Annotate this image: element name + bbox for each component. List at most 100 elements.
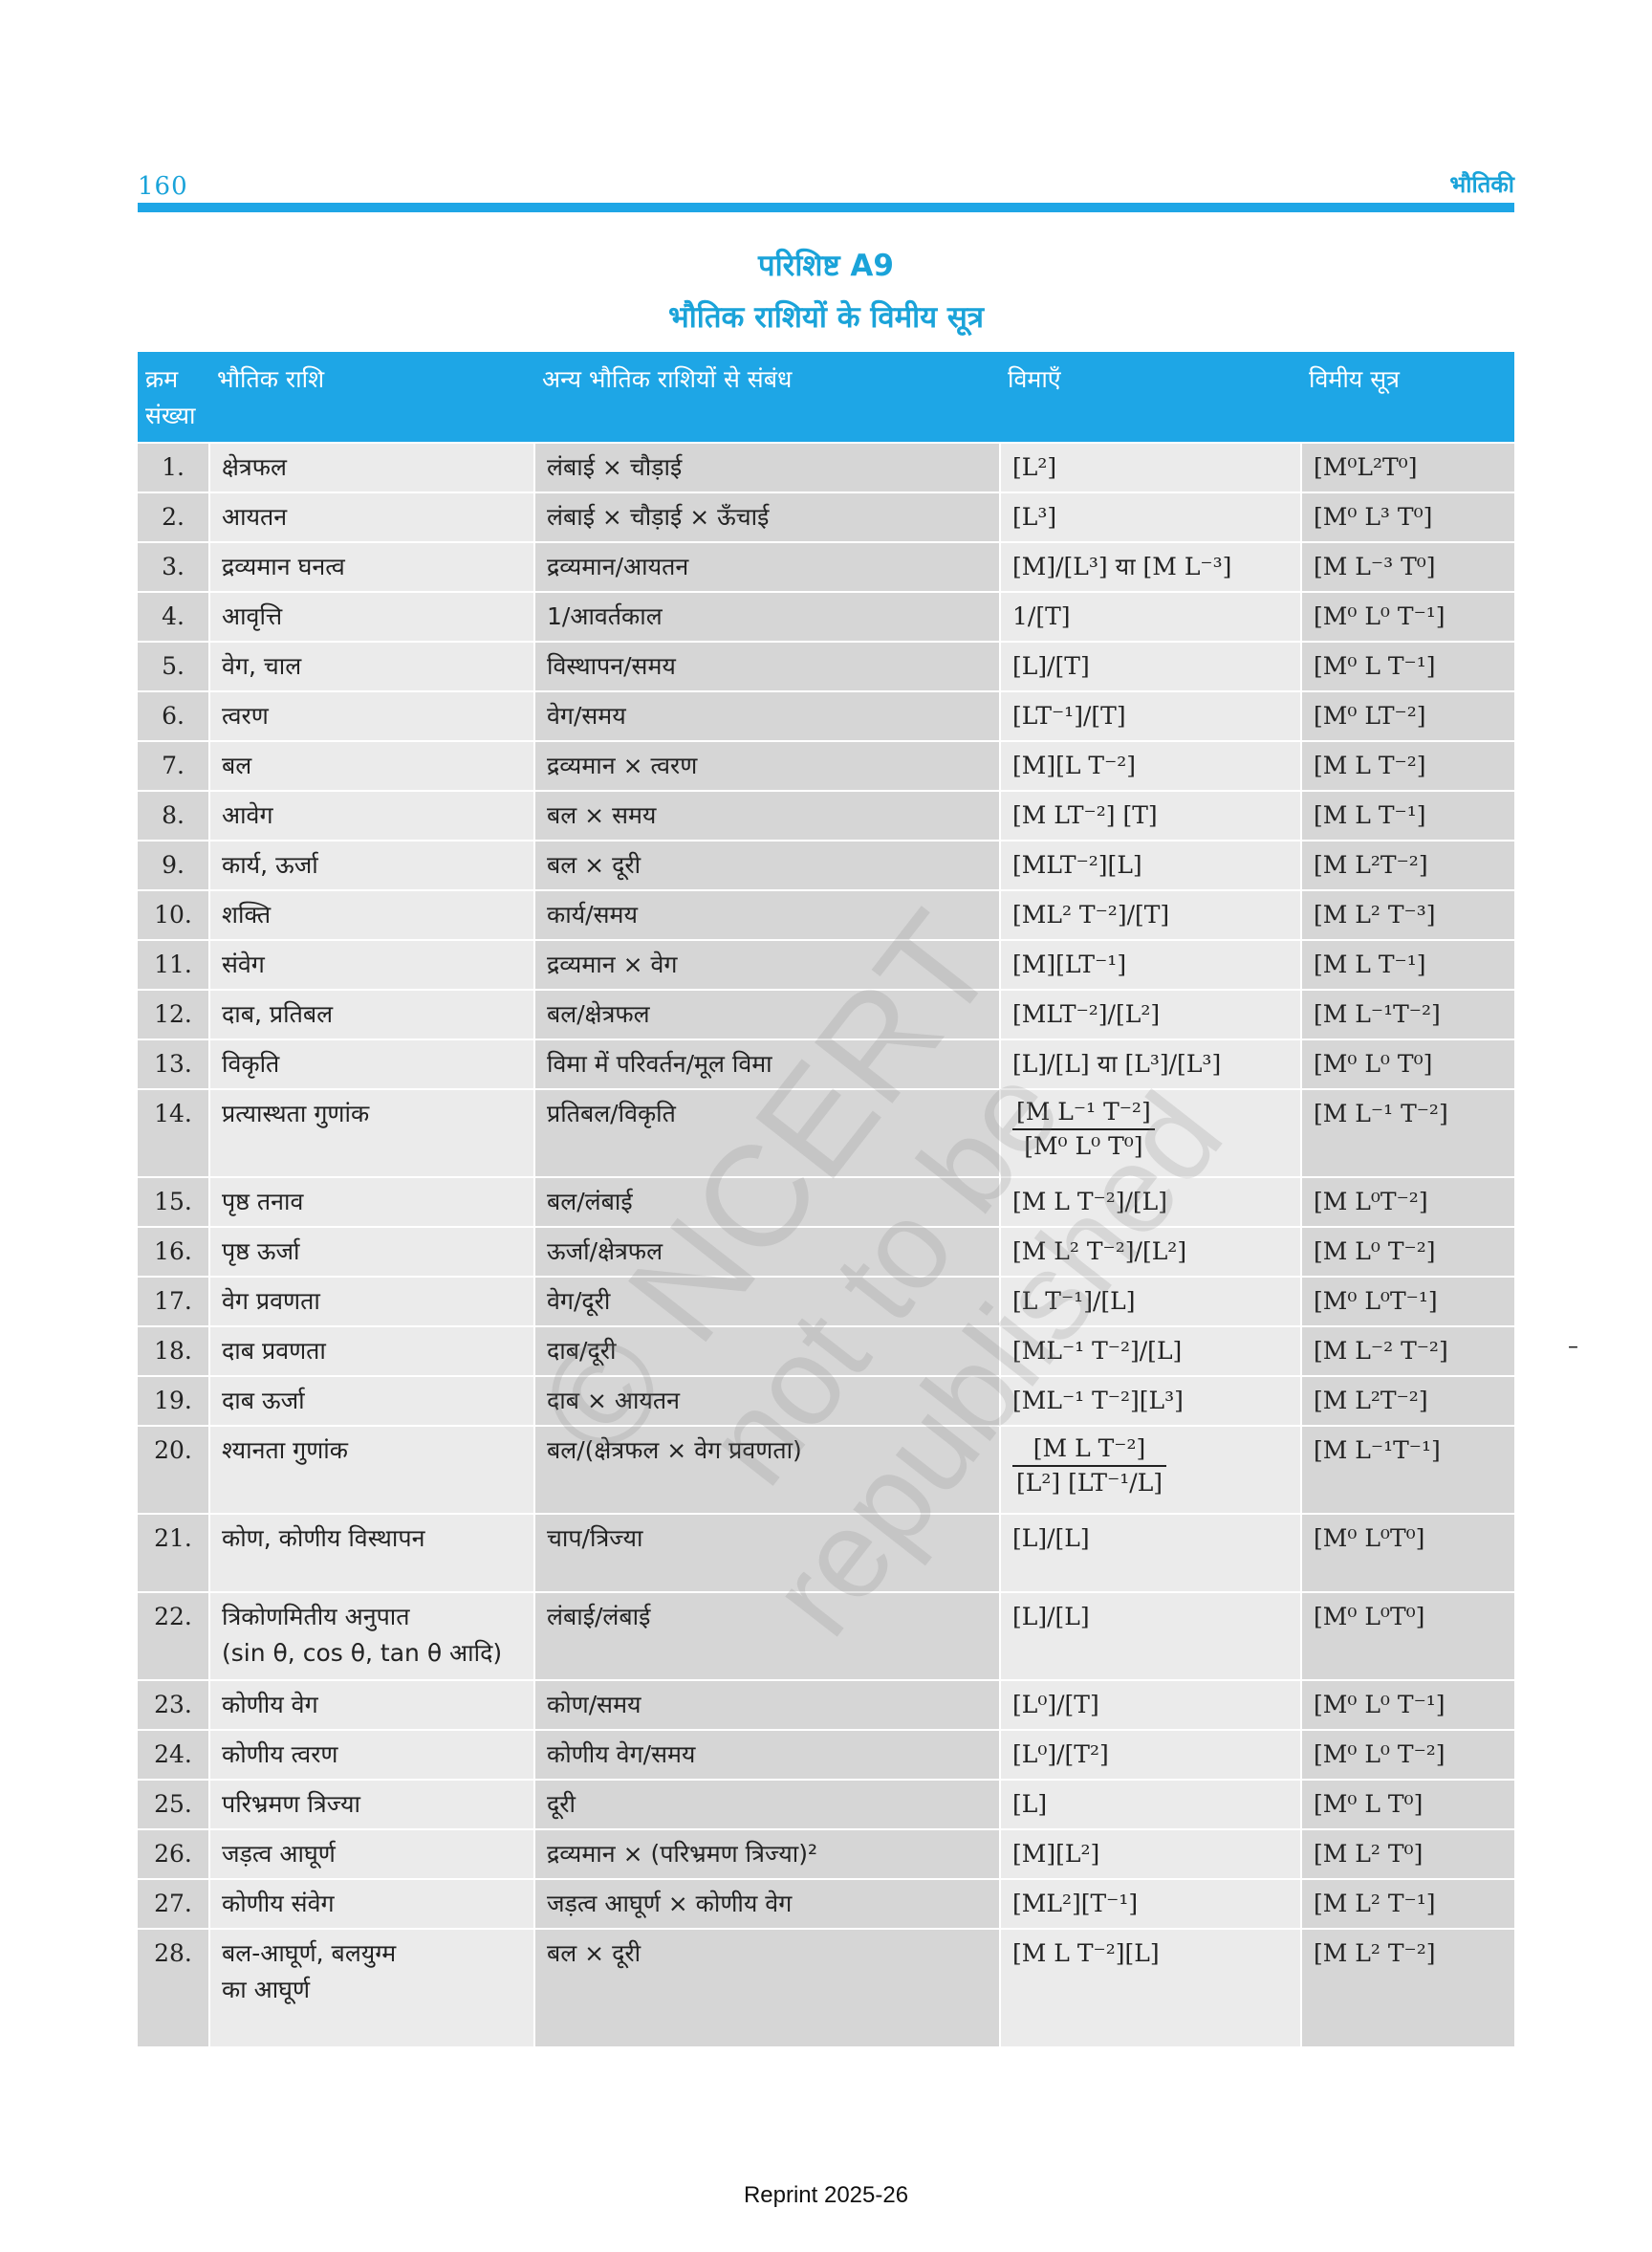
quantity-name: परिभ्रमण त्रिज्या [222, 1790, 360, 1818]
quantity-name: प्रत्यास्थता गुणांक [222, 1100, 370, 1127]
dimensional-formula-cell: [M L⁻² T⁻²] [1300, 1325, 1514, 1376]
quantity-cell: कोणीय वेग [208, 1679, 534, 1730]
dimensions-cell: [M][L T⁻²] [999, 740, 1301, 791]
quantity-cell: वेग प्रवणता [208, 1276, 534, 1326]
serial-number-cell: 16. [138, 1226, 209, 1277]
relation-cell: वेग/दूरी [533, 1276, 1000, 1326]
relation-cell: द्रव्यमान × त्वरण [533, 740, 1000, 791]
quantity-cell: प्रत्यास्थता गुणांक [208, 1088, 534, 1177]
serial-number-cell: 3. [138, 541, 209, 592]
dimensions-cell: [ML⁻¹ T⁻²][L³] [999, 1375, 1301, 1426]
serial-number-cell: 19. [138, 1375, 209, 1426]
column-header-serial: क्रम संख्या [138, 352, 209, 443]
dimensions-cell: [L]/[L] [999, 1513, 1301, 1592]
quantity-cell: त्वरण [208, 690, 534, 741]
table-row: 18. दाब प्रवणता दाब/दूरी [ML⁻¹ T⁻²]/[L] [M L… [138, 1325, 1514, 1376]
fraction-denominator: [L²] [LT⁻¹/L] [1016, 1469, 1163, 1497]
quantity-name: जड़त्व आघूर्ण [222, 1840, 336, 1868]
reprint-footer: Reprint 2025-26 [743, 2182, 909, 2208]
dimensions-cell: [M L T⁻²]/[L] [999, 1176, 1301, 1227]
relation-cell: चाप/त्रिज्या [533, 1513, 1000, 1592]
serial-number-cell: 20. [138, 1425, 209, 1514]
serial-number-cell: 25. [138, 1779, 209, 1829]
quantity-name: वेग प्रवणता [222, 1287, 320, 1315]
dimensional-formula-cell: [M⁰ L⁰ T⁻¹] [1300, 591, 1514, 642]
running-head: भौतिकी [1449, 171, 1514, 198]
quantity-cell: त्रिकोणमितीय अनुपात (sin θ, cos θ, tan θ … [208, 1591, 534, 1680]
dimensional-formula-cell: [M L⁰ T⁻²] [1300, 1226, 1514, 1277]
dimensions-cell: [L T⁻¹]/[L] [999, 1276, 1301, 1326]
dimensions-cell: [M][LT⁻¹] [999, 939, 1301, 990]
serial-number-cell: 7. [138, 740, 209, 791]
quantity-cell: द्रव्यमान घनत्व [208, 541, 534, 592]
quantity-cell: पृष्ठ तनाव [208, 1176, 534, 1227]
dimensions-cell: [M L T⁻²][L] [999, 1928, 1301, 2046]
table-row: 25. परिभ्रमण त्रिज्या दूरी [L] [M⁰ L T⁰] [138, 1779, 1514, 1829]
serial-number-cell: 12. [138, 989, 209, 1039]
relation-cell: बल/लंबाई [533, 1176, 1000, 1227]
dimensions-cell: [M L⁻¹ T⁻²] [M⁰ L⁰ T⁰] [999, 1088, 1301, 1177]
serial-number-cell: 26. [138, 1828, 209, 1879]
table-row: 26. जड़त्व आघूर्ण द्रव्यमान × (परिभ्रमण त्… [138, 1828, 1514, 1879]
serial-number-cell: 11. [138, 939, 209, 990]
dimensions-cell: 1/[T] [999, 591, 1301, 642]
quantity-cell: कोण, कोणीय विस्थापन [208, 1513, 534, 1592]
dimensions-cell: [L] [999, 1779, 1301, 1829]
dimensions-cell: [ML⁻¹ T⁻²]/[L] [999, 1325, 1301, 1376]
dimensional-formula-cell: [M L²T⁻²] [1300, 840, 1514, 890]
table-row: 2. आयतन लंबाई × चौड़ाई × ऊँचाई [L³] [M⁰ L³ T… [138, 492, 1514, 542]
quantity-name: आवेग [222, 801, 273, 829]
relation-cell: कार्य/समय [533, 889, 1000, 940]
dimensions-cell: [M L² T⁻²]/[L²] [999, 1226, 1301, 1277]
serial-number-cell: 4. [138, 591, 209, 642]
table-row: 19. दाब ऊर्जा दाब × आयतन [ML⁻¹ T⁻²][L³] [M L… [138, 1375, 1514, 1426]
serial-number-cell: 10. [138, 889, 209, 940]
quantity-cell: दाब प्रवणता [208, 1325, 534, 1376]
fraction-denominator: [M⁰ L⁰ T⁰] [1024, 1132, 1143, 1160]
relation-cell: लंबाई × चौड़ाई × ऊँचाई [533, 492, 1000, 542]
appendix-title: परिशिष्ट A9 [758, 249, 894, 283]
table-row: 28. बल-आघूर्ण, बलयुग्म का आघूर्ण बल × दूरी[… [138, 1928, 1514, 2046]
dimensions-cell: [L]/[L] [999, 1591, 1301, 1680]
table-row: 4. आवृत्ति 1/आवर्तकाल 1/[T] [M⁰ L⁰ T⁻¹] [138, 591, 1514, 642]
quantity-cell: कोणीय त्वरण [208, 1729, 534, 1780]
column-header-formula: विमीय सूत्र [1301, 352, 1514, 443]
serial-number-cell: 27. [138, 1878, 209, 1929]
relation-cell: वेग/समय [533, 690, 1000, 741]
table-row: 11. संवेग द्रव्यमान × वेग [M][LT⁻¹] [M L T⁻¹… [138, 939, 1514, 990]
table-row: 23. कोणीय वेग कोण/समय [L⁰]/[T] [M⁰ L⁰ T⁻¹] [138, 1679, 1514, 1730]
dimensional-formula-cell: [M L⁻¹T⁻²] [1300, 989, 1514, 1039]
quantity-name: आवृत्ति [222, 602, 283, 630]
quantity-cell: आवेग [208, 790, 534, 841]
table-row: 17. वेग प्रवणता वेग/दूरी [L T⁻¹]/[L] [M⁰ L⁰T… [138, 1276, 1514, 1326]
dimensions-cell: [M L T⁻²] [L²] [LT⁻¹/L] [999, 1425, 1301, 1514]
margin-mark: – [1568, 1335, 1578, 1359]
quantity-cell: श्यानता गुणांक [208, 1425, 534, 1514]
serial-number-cell: 21. [138, 1513, 209, 1592]
dimensional-formula-cell: [M⁰ L⁰T⁻¹] [1300, 1276, 1514, 1326]
serial-number-cell: 18. [138, 1325, 209, 1376]
relation-cell: बल × दूरी [533, 1928, 1000, 2046]
table-row: 13. विकृति विमा में परिवर्तन/मूल विमा [L]/[… [138, 1039, 1514, 1089]
table-row: 8. आवेग बल × समय [M LT⁻²] [T] [M L T⁻¹] [138, 790, 1514, 841]
quantity-name: वेग, चाल [222, 652, 302, 680]
quantity-name: श्यानता गुणांक [222, 1436, 348, 1464]
quantity-cell: क्षेत्रफल [208, 442, 534, 492]
quantity-name: द्रव्यमान घनत्व [222, 553, 345, 580]
dimensional-formula-cell: [M L⁻³ T⁰] [1300, 541, 1514, 592]
dimensions-cell: [L]/[L] या [L³]/[L³] [999, 1039, 1301, 1089]
quantity-name: कोणीय त्वरण [222, 1740, 338, 1768]
serial-number-cell: 8. [138, 790, 209, 841]
relation-cell: दूरी [533, 1779, 1000, 1829]
dimensional-formula-cell: [M⁰L²T⁰] [1300, 442, 1514, 492]
quantity-name: त्रिकोणमितीय अनुपात [222, 1603, 410, 1630]
relation-cell: विमा में परिवर्तन/मूल विमा [533, 1039, 1000, 1089]
quantity-cell: पृष्ठ ऊर्जा [208, 1226, 534, 1277]
dimensional-formula-cell: [M L T⁻¹] [1300, 790, 1514, 841]
table-row: 12. दाब, प्रतिबल बल/क्षेत्रफल [MLT⁻²]/[L²][… [138, 989, 1514, 1039]
serial-number-cell: 28. [138, 1928, 209, 2046]
dimensions-cell: [M]/[L³] या [M L⁻³] [999, 541, 1301, 592]
dimensions-cell: [L⁰]/[T] [999, 1679, 1301, 1730]
table-title: भौतिक राशियों के विमीय सूत्र [667, 300, 984, 335]
quantity-cell: कार्य, ऊर्जा [208, 840, 534, 890]
